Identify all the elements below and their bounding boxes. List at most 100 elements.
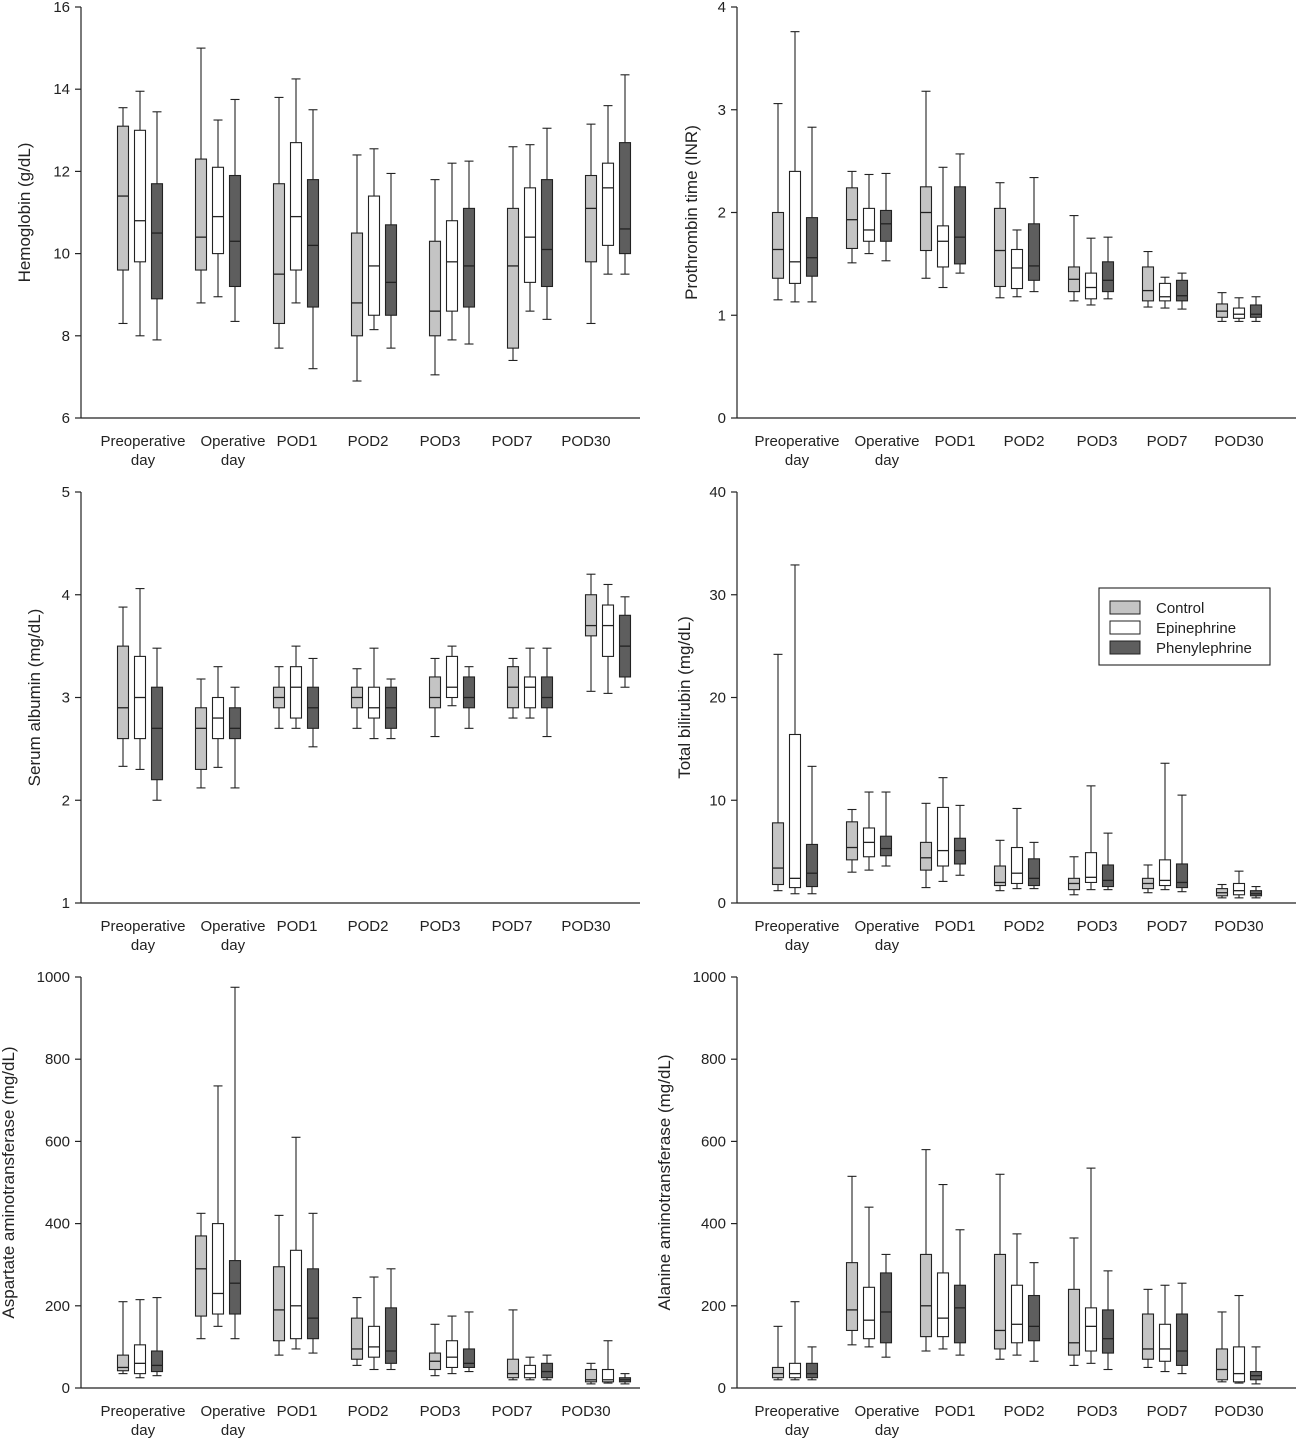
y-tick-label: 40: [709, 484, 726, 501]
x-tick-label: POD7: [492, 433, 533, 450]
x-tick-label: day: [785, 937, 810, 954]
box-phenylephrine: [306, 657, 320, 748]
box-control: [194, 47, 208, 304]
box-phenylephrine: [462, 666, 476, 729]
box-epinephrine: [211, 119, 225, 298]
y-tick-label: 10: [53, 246, 70, 263]
y-tick-label: 1000: [693, 969, 726, 986]
box-phenylephrine: [1175, 1282, 1189, 1375]
box-control: [506, 146, 520, 362]
x-tick-label: day: [875, 937, 900, 954]
box-control: [428, 1323, 442, 1377]
y-axis-label: Serum albumin (mg/dL): [25, 609, 44, 787]
y-axis-label: Alanine aminotransferase (mg/dL): [655, 1054, 674, 1310]
y-tick-label: 14: [53, 81, 70, 98]
box-epinephrine: [1158, 276, 1172, 309]
box-control: [845, 808, 859, 873]
x-tick-label: POD2: [1004, 918, 1045, 935]
box-phenylephrine: [1101, 1270, 1115, 1371]
box-epinephrine: [1010, 1233, 1024, 1356]
box-phenylephrine: [618, 74, 632, 275]
panel-2: 0 1 2 3 4 Prothrombin time (INR) Preoperative d…: [682, 0, 1296, 469]
x-tick-label: POD2: [348, 918, 389, 935]
box-epinephrine: [601, 1340, 615, 1384]
y-tick-label: 16: [53, 0, 70, 16]
y-axis-label: Total bilirubin (mg/dL): [675, 616, 694, 779]
box-control: [428, 179, 442, 376]
x-tick-label: day: [131, 452, 156, 469]
y-tick-label: 4: [718, 0, 726, 16]
y-tick-label: 200: [701, 1298, 726, 1315]
box-epinephrine: [936, 166, 950, 289]
box-phenylephrine: [879, 1253, 893, 1358]
x-tick-label: POD7: [1147, 1403, 1188, 1420]
box-epinephrine: [862, 173, 876, 255]
x-tick-label: POD3: [1077, 1403, 1118, 1420]
y-tick-label: 20: [709, 690, 726, 707]
box-epinephrine: [1158, 762, 1172, 891]
y-tick-label: 200: [45, 1298, 70, 1315]
x-tick-label: POD3: [1077, 433, 1118, 450]
y-tick-label: 1: [718, 307, 726, 324]
box-epinephrine: [1158, 1284, 1172, 1373]
y-tick-label: 1: [62, 895, 70, 912]
panel-6: 0 200 400 600 800 1000 Alanine aminotransferas…: [655, 969, 1296, 1439]
y-tick-label: 400: [701, 1216, 726, 1233]
box-epinephrine: [1084, 1167, 1098, 1364]
box-phenylephrine: [150, 647, 164, 801]
box-phenylephrine: [1175, 794, 1189, 893]
box-control: [919, 1149, 933, 1352]
y-tick-label: 0: [62, 1380, 70, 1397]
box-control: [845, 170, 859, 264]
x-tick-label: POD7: [1147, 433, 1188, 450]
x-tick-label: day: [221, 452, 246, 469]
box-phenylephrine: [1249, 886, 1263, 899]
box-phenylephrine: [805, 126, 819, 303]
box-control: [350, 668, 364, 729]
box-phenylephrine: [953, 153, 967, 274]
x-tick-label: POD2: [1004, 433, 1045, 450]
box-phenylephrine: [1101, 832, 1115, 891]
x-tick-label: POD30: [1214, 918, 1263, 935]
x-tick-label: Preoperative: [100, 433, 185, 450]
x-tick-label: POD2: [348, 433, 389, 450]
box-phenylephrine: [306, 1212, 320, 1354]
x-tick-label: Operative: [854, 918, 919, 935]
x-tick-label: day: [875, 1422, 900, 1439]
y-tick-label: 30: [709, 587, 726, 604]
box-control: [116, 107, 130, 325]
box-control: [1141, 864, 1155, 894]
x-tick-label: Operative: [200, 433, 265, 450]
x-tick-label: POD3: [1077, 918, 1118, 935]
box-epinephrine: [289, 78, 303, 304]
box-phenylephrine: [1027, 177, 1041, 293]
box-epinephrine: [445, 1315, 459, 1375]
box-epinephrine: [862, 1206, 876, 1348]
x-tick-label: Operative: [200, 1403, 265, 1420]
box-epinephrine: [1232, 297, 1246, 322]
box-epinephrine: [523, 144, 537, 312]
x-tick-label: POD1: [935, 918, 976, 935]
box-phenylephrine: [384, 678, 398, 740]
box-epinephrine: [133, 588, 147, 770]
box-control: [919, 802, 933, 889]
y-tick-label: 600: [701, 1133, 726, 1150]
y-axis-label: Prothrombin time (INR): [682, 125, 701, 300]
box-control: [272, 96, 286, 349]
y-tick-label: 3: [62, 690, 70, 707]
x-tick-label: POD3: [420, 1403, 461, 1420]
x-tick-label: Operative: [854, 1403, 919, 1420]
box-epinephrine: [211, 1085, 225, 1327]
box-control: [350, 1297, 364, 1366]
box-phenylephrine: [384, 172, 398, 349]
box-phenylephrine: [384, 1268, 398, 1371]
box-control: [194, 1212, 208, 1340]
box-control: [116, 606, 130, 767]
box-phenylephrine: [306, 109, 320, 370]
box-control: [993, 839, 1007, 892]
x-tick-label: POD3: [420, 918, 461, 935]
x-tick-label: POD7: [492, 1403, 533, 1420]
y-axis-label: Hemoglobin (g/dL): [15, 143, 34, 283]
box-epinephrine: [367, 1276, 381, 1371]
y-tick-label: 1000: [37, 969, 70, 986]
